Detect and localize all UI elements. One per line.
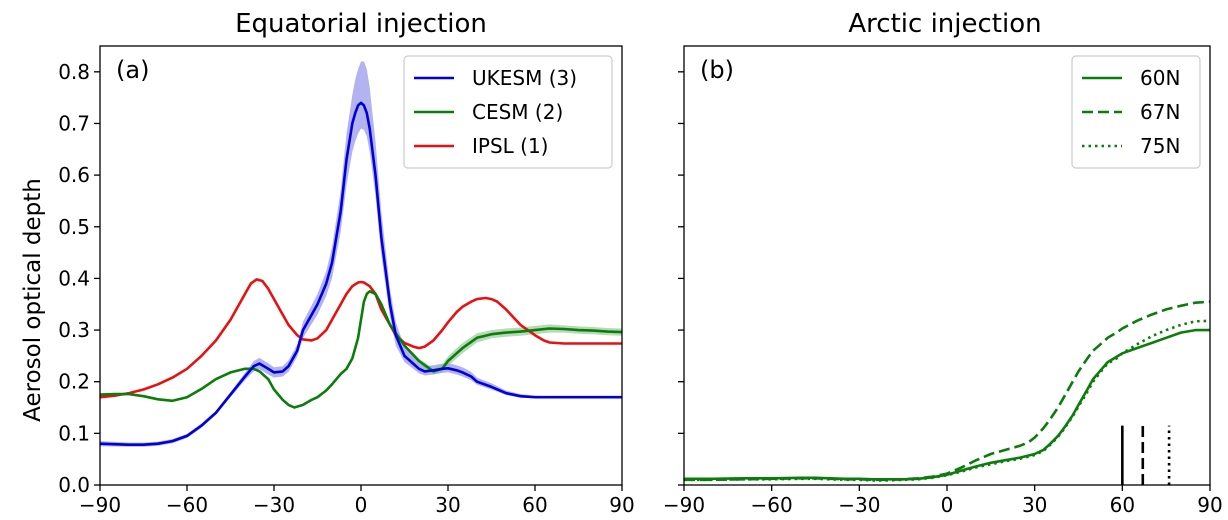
x-tick-label: −30 [253, 493, 295, 517]
x-tick-label: 30 [1022, 493, 1047, 517]
legend-label-1: 67N [1140, 100, 1180, 124]
x-tick-label: 30 [435, 493, 460, 517]
panel-b: Arctic injection −90 −60 −30 0 30 60 90 60N 67N 7… [663, 9, 1223, 517]
y-tick-label: 0.2 [58, 370, 90, 394]
series-line-0 [684, 328, 1210, 481]
y-tick-label: 0.6 [58, 163, 90, 187]
series-line-0 [100, 101, 622, 447]
panel-a-title: Equatorial injection [235, 9, 487, 39]
x-tick-label: 90 [609, 493, 634, 517]
panel-a-data [100, 61, 622, 447]
panel-a-plot-area: −90 −60 −30 0 30 60 90 0.0 0.1 0.2 0.3 0.4 0.5 0.6 0.7… [58, 45, 635, 517]
x-tick-label: 60 [1110, 493, 1135, 517]
y-tick-label: 0.0 [58, 473, 90, 497]
y-tick-label: 0.3 [58, 318, 90, 342]
y-tick-label: 0.8 [58, 60, 90, 84]
series-line-2 [684, 319, 1210, 482]
x-tick-label: −60 [751, 493, 793, 517]
y-tick-label: 0.1 [58, 421, 90, 445]
legend-label-2: 75N [1140, 134, 1180, 158]
series-line-2 [100, 278, 622, 399]
legend-box [403, 55, 613, 169]
y-axis-label: Aerosol optical depth [20, 178, 46, 422]
legend-box [1071, 55, 1201, 169]
y-tick-label: 0.5 [58, 215, 90, 239]
x-tick-label: −90 [663, 493, 705, 517]
x-tick-label: 60 [522, 493, 547, 517]
x-tick-label: 90 [1197, 493, 1222, 517]
panel-a-legend: UKESM (3) CESM (2) IPSL (1) [403, 55, 613, 169]
panel-b-plot-area: −90 −60 −30 0 30 60 90 60N 67N 75N [663, 45, 1223, 517]
series-line-1 [684, 300, 1210, 482]
x-tick-label: 0 [941, 493, 954, 517]
y-tick-label: 0.4 [58, 266, 90, 290]
panel-a: Equatorial injection −90 −60 −30 0 30 60 90 0.0… [58, 9, 635, 517]
panel-b-label: (b) [700, 56, 734, 84]
panel-b-title: Arctic injection [848, 9, 1041, 39]
series-band-1 [100, 289, 622, 408]
legend-label-1: CESM (2) [472, 100, 563, 124]
panel-b-data [684, 300, 1210, 485]
legend-label-0: 60N [1140, 66, 1180, 90]
panel-a-label: (a) [116, 56, 149, 84]
legend-label-0: UKESM (3) [472, 66, 577, 90]
y-tick-label: 0.7 [58, 111, 90, 135]
series-line-1 [100, 289, 622, 409]
x-tick-label: −30 [838, 493, 880, 517]
legend-label-2: IPSL (1) [472, 134, 548, 158]
x-tick-label: 0 [355, 493, 368, 517]
panel-b-legend: 60N 67N 75N [1071, 55, 1201, 169]
x-tick-label: −90 [79, 493, 121, 517]
x-tick-label: −60 [166, 493, 208, 517]
